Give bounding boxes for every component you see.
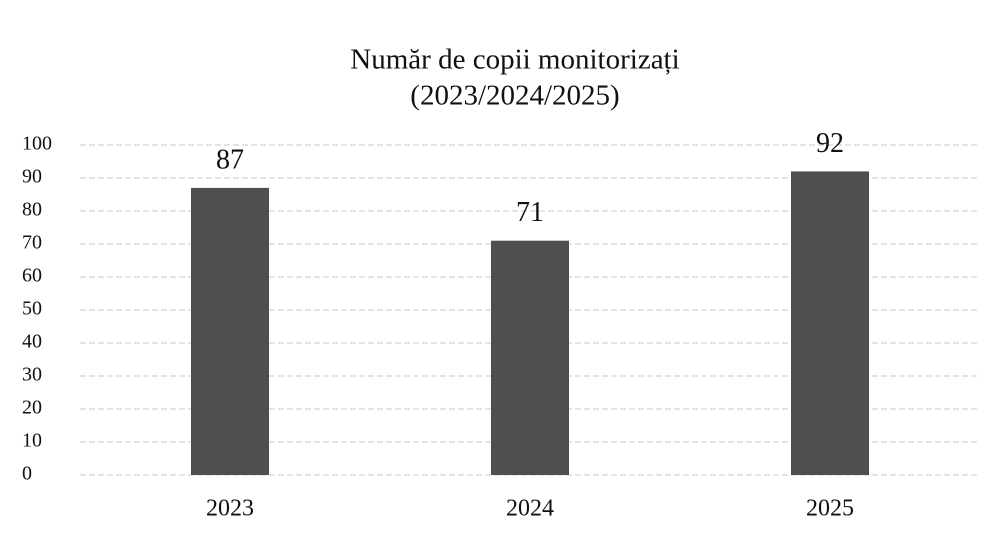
y-tick-label: 0 (22, 463, 32, 485)
y-tick-label: 90 (22, 166, 42, 188)
y-tick-label: 40 (22, 331, 42, 353)
x-tick-label: 2024 (506, 496, 554, 522)
chart-subtitle: (2023/2024/2025) (410, 80, 619, 112)
y-tick-label: 10 (22, 430, 42, 452)
data-label: 71 (516, 197, 544, 228)
y-tick-label: 70 (22, 232, 42, 254)
data-label: 87 (216, 144, 244, 175)
bar (791, 171, 869, 475)
y-tick-label: 60 (22, 265, 42, 287)
bar (491, 240, 569, 475)
x-tick-label: 2023 (206, 496, 254, 522)
data-label: 92 (816, 128, 844, 159)
y-tick-label: 100 (22, 133, 52, 155)
y-tick-label: 30 (22, 364, 42, 386)
y-tick-label: 20 (22, 397, 42, 419)
bar (191, 187, 269, 475)
y-tick-label: 80 (22, 199, 42, 221)
y-tick-label: 50 (22, 298, 42, 320)
x-tick-label: 2025 (806, 496, 854, 522)
chart-title: Număr de copii monitorizați (350, 44, 679, 76)
